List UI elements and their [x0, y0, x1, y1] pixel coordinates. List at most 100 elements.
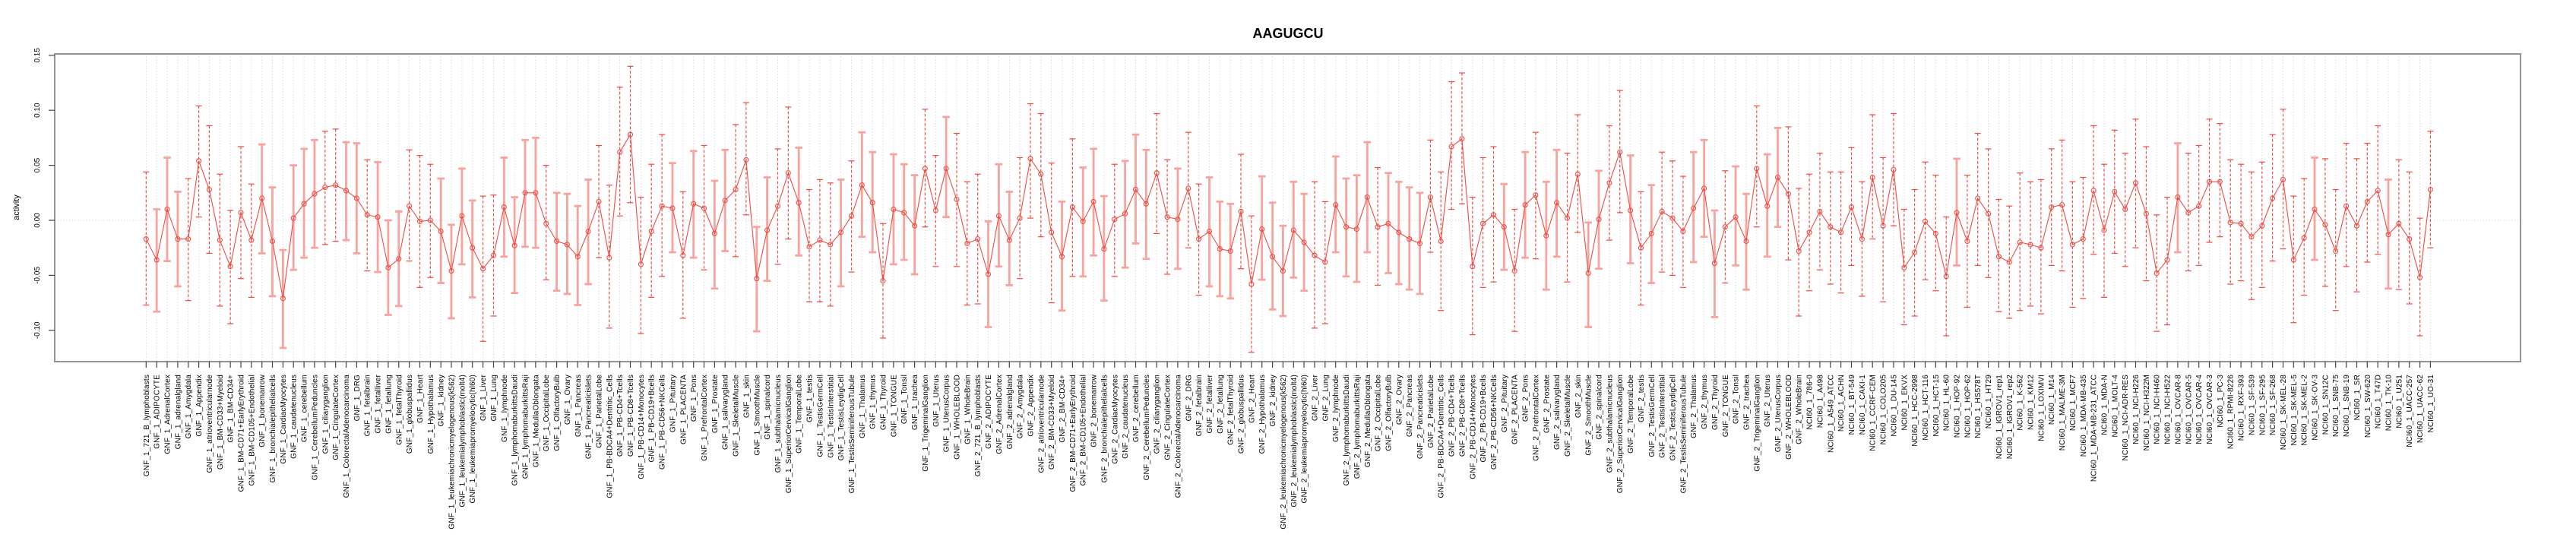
error-bar [1943, 217, 1950, 337]
x-axis-label: NCI60_1_NCI-H460 [2154, 375, 2162, 444]
data-point [1416, 240, 1423, 246]
x-axis-label: GNF_2_CerebellumPeduncles [1143, 375, 1151, 480]
data-point [2290, 257, 2296, 263]
error-bar [574, 204, 582, 306]
error-bar [2416, 217, 2423, 337]
data-point [711, 230, 717, 236]
data-point [2006, 259, 2012, 265]
data-point [691, 201, 697, 207]
data-point [1975, 195, 1981, 201]
data-point [1711, 260, 1717, 267]
x-axis-label: GNF_2_PB-CD56+NKCells [1490, 375, 1498, 470]
error-bar [1479, 157, 1486, 288]
data-point [606, 255, 612, 261]
x-axis-label: GNF_1_Pancreaticislets [585, 375, 593, 459]
error-bar [1342, 177, 1350, 278]
error-bar [342, 141, 350, 242]
data-point [838, 229, 844, 236]
data-point [1206, 228, 1213, 235]
data-point [459, 213, 465, 219]
error-bar [1985, 148, 1992, 278]
x-axis-label: GNF_2_BM-CD105+Endothelial [1080, 375, 1088, 485]
error-bar [1796, 188, 1802, 317]
x-axis-label: NCI60_1_COLO205 [1880, 375, 1888, 445]
plot-frame [54, 53, 2521, 362]
error-bar [1438, 171, 1445, 311]
x-axis-label: GNF_2_adrenalgland [1006, 375, 1014, 449]
error-bar [1405, 186, 1413, 291]
x-axis-label: NCI60_1_SW-620 [2364, 375, 2372, 438]
x-axis-label: GNF_2_fetallung [1217, 375, 1225, 434]
error-bar [2375, 125, 2381, 255]
x-axis-label: GNF_2_Ovary [1395, 375, 1404, 425]
error-bar [1679, 175, 1686, 288]
error-bar [710, 179, 719, 290]
data-point [869, 200, 875, 206]
data-point [1511, 268, 1517, 274]
error-bar [1375, 166, 1381, 286]
x-axis-label: GNF_1_leukemiapromyelocytic(hl60) [469, 375, 477, 503]
x-axis-label: GNF_1_BM-CD71+EarlyErythroid [238, 375, 246, 492]
x-axis-label: GNF_2_PB-CD19+Bcells [1479, 375, 1488, 463]
error-bar [932, 155, 939, 267]
x-axis-label: NCI60_1_HOP-92 [1954, 375, 1962, 438]
error-bar [1490, 146, 1497, 283]
data-point [1217, 246, 1223, 252]
data-point [353, 195, 359, 201]
data-point [774, 203, 781, 209]
error-bar [2343, 143, 2350, 267]
data-point [1470, 264, 1476, 270]
x-axis-label: GNF_1_ColorectalAdenocarcinoma [343, 375, 351, 498]
x-axis-label: GNF_1_Pons [690, 375, 698, 422]
x-axis-label: GNF_2_trachea [1743, 375, 1752, 430]
data-point [1069, 204, 1075, 210]
x-axis-label: GNF_2_CardiacMyocytes [1111, 375, 1119, 464]
error-bar [1312, 181, 1318, 329]
x-axis-label: NCI60_1_HL-60 [1943, 375, 1951, 432]
x-axis-label: GNF_1_TestisSeminiferousTubule [848, 375, 856, 494]
x-axis-label: GNF_1_PLACENTA [679, 375, 688, 444]
error-bar [552, 191, 561, 292]
x-axis-label: GNF_1_ParietalLobe [596, 375, 604, 448]
data-point [375, 214, 381, 220]
data-point [364, 212, 370, 218]
x-axis-label: GNF_1_Tonsil [900, 375, 909, 424]
x-axis-label: GNF_2_WHOLEBLOOD [1785, 375, 1793, 460]
data-point [143, 236, 149, 242]
x-axis-label: NCI60_1_A498 [1816, 375, 1824, 428]
data-point [1017, 215, 1023, 221]
x-axis-label: NCI60_1_HS578T [1974, 375, 1983, 438]
data-point [912, 223, 918, 229]
x-axis-label: NCI60_1_SF-295 [2258, 375, 2267, 435]
data-point [648, 228, 654, 235]
data-point [259, 195, 265, 201]
x-axis-label: NCI60_1_LOXIMVI [2037, 375, 2046, 441]
x-axis-label: NCI60_1_MDA-MB-231_ATCC [2090, 375, 2099, 482]
x-axis-label: GNF_1_DRG [353, 375, 362, 421]
data-point [1164, 214, 1170, 220]
data-point [1932, 230, 1938, 236]
data-point [2069, 242, 2075, 248]
data-point [2196, 203, 2202, 209]
x-axis-label: GNF_1_WholeBrain [964, 375, 972, 444]
data-point [1259, 226, 1265, 232]
x-axis-label: GNF_2_DRG [1185, 375, 1193, 421]
data-point [1838, 229, 1844, 236]
error-bar [942, 115, 950, 219]
x-axis-label: GNF_1_cerebellum [301, 375, 309, 442]
x-axis-label: GNF_2_MedullaOblongata [1364, 375, 1372, 468]
x-axis-label: GNF_2_SkeletalMuscle [1564, 375, 1572, 457]
x-axis-label: GNF_2_globuspallidus [1238, 375, 1246, 454]
error-bar [900, 163, 908, 261]
error-bar [1710, 209, 1719, 318]
data-point [1154, 170, 1160, 176]
data-point [880, 278, 886, 284]
data-point [1659, 208, 1665, 214]
x-axis-label: NCI60_1_NCI-H522 [2164, 375, 2173, 444]
x-axis-label: NCI60_1_HCT-15 [1932, 375, 1941, 437]
x-axis-label: GNF_1_PB-CD56+NKCells [659, 375, 667, 470]
error-bar [2132, 119, 2139, 248]
data-point [2206, 179, 2213, 185]
data-point [1764, 203, 1771, 209]
